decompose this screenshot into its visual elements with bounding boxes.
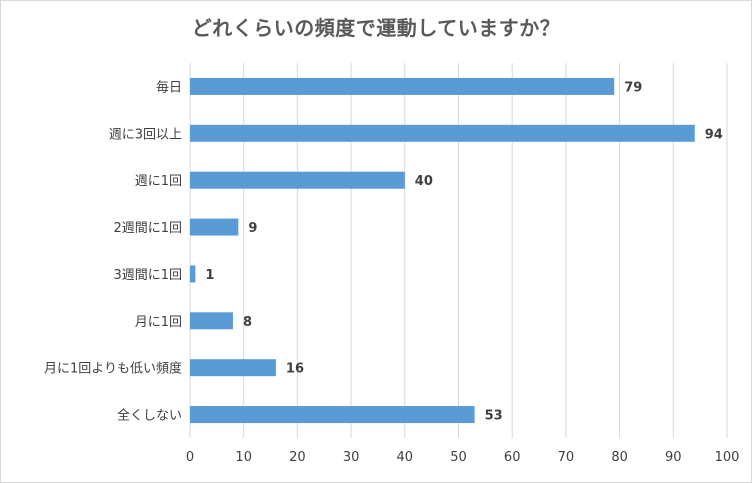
bar: [190, 406, 475, 424]
category-label: 2週間に1回: [113, 221, 182, 236]
x-tick-label: 60: [504, 450, 521, 465]
bar: [190, 171, 405, 189]
x-tick-label: 80: [611, 450, 628, 465]
x-tick-label: 10: [235, 450, 252, 465]
x-tick-label: 70: [558, 450, 575, 465]
data-label: 16: [286, 362, 304, 377]
bar: [190, 218, 239, 236]
category-label: 月に1回よりも低い頻度: [44, 361, 182, 377]
x-tick-label: 100: [715, 450, 740, 465]
data-label: 40: [415, 174, 433, 189]
data-label: 94: [705, 127, 723, 142]
category-label: 月に1回: [135, 315, 182, 330]
data-label: 1: [205, 268, 214, 283]
x-tick-label: 50: [450, 450, 467, 465]
data-label: 9: [248, 221, 257, 236]
bar: [190, 312, 233, 330]
data-label: 53: [485, 409, 503, 424]
category-label: 週に1回: [135, 174, 182, 189]
x-tick-label: 0: [186, 450, 194, 465]
bar: [190, 124, 695, 142]
category-label: 毎日: [156, 79, 182, 95]
bar: [190, 77, 615, 95]
x-tick-label: 20: [289, 450, 306, 465]
x-tick-label: 30: [343, 450, 360, 465]
bar: [190, 359, 276, 377]
category-label: 3週間に1回: [113, 268, 182, 283]
data-label: 8: [243, 315, 252, 330]
data-label: 79: [624, 80, 642, 95]
chart-title: どれくらいの頻度で運動していますか？: [191, 16, 561, 40]
x-tick-label: 40: [397, 450, 414, 465]
x-tick-label: 90: [665, 450, 682, 465]
category-label: 週に3回以上: [109, 127, 182, 142]
bar: [190, 265, 196, 283]
category-label: 全くしない: [117, 408, 182, 424]
